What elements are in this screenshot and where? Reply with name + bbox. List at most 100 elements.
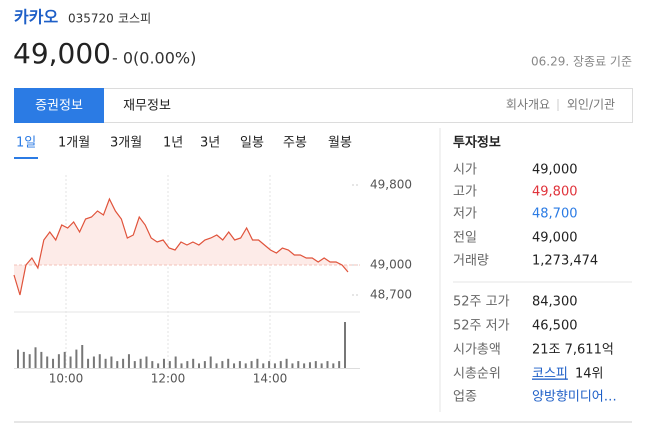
price-change: - 0(0.00%) <box>112 49 196 68</box>
volume-bar <box>314 361 317 368</box>
info-value: 14위 <box>575 367 604 382</box>
volume-bar <box>297 361 300 368</box>
volume-bar <box>285 358 288 368</box>
y-tick-label: 48,700 <box>370 288 412 302</box>
volume-bar <box>198 363 201 368</box>
tab[interactable]: 증권정보 <box>35 99 83 114</box>
period-tab[interactable]: 3년 <box>200 136 220 151</box>
y-tick-label: 49,000 <box>370 258 412 272</box>
volume-bar <box>262 363 265 368</box>
volume-bar <box>180 363 183 368</box>
info-label: 고가 <box>453 185 477 200</box>
period-tab[interactable]: 1년 <box>163 136 183 151</box>
volume-bar <box>256 358 259 368</box>
volume-bar <box>227 358 230 368</box>
volume-bar <box>122 358 125 368</box>
volume-bar <box>40 351 43 368</box>
info-label: 시가 <box>453 163 477 178</box>
info-value: 1,273,474 <box>532 254 598 269</box>
volume-bar <box>238 361 241 368</box>
volume-bar <box>215 363 218 368</box>
stock-code: 035720 <box>68 12 114 26</box>
volume-bar <box>127 354 130 368</box>
price-line <box>13 197 349 296</box>
volume-bar <box>308 362 311 368</box>
volume-bar <box>320 363 323 368</box>
volume-bar <box>69 356 72 368</box>
volume-bar <box>151 361 154 368</box>
volume-bar <box>338 361 341 368</box>
volume-bar <box>186 361 189 368</box>
volume-bar <box>98 354 101 368</box>
x-tick-label: 12:00 <box>151 372 186 386</box>
volume-bar <box>52 358 55 368</box>
volume-bar <box>303 363 306 368</box>
y-tick-label: 49,800 <box>370 178 412 192</box>
period-tab[interactable]: 일봉 <box>240 136 264 151</box>
info-label: 52주 저가 <box>453 319 510 334</box>
stock-market: 코스피 <box>118 12 151 26</box>
period-tab[interactable]: 1개월 <box>58 136 90 151</box>
price-area <box>14 199 348 295</box>
x-tick-label: 14:00 <box>253 372 288 386</box>
volume-bar <box>162 358 165 368</box>
volume-bar <box>92 356 95 368</box>
volume-bar <box>332 363 335 368</box>
info-value: 84,300 <box>532 295 578 310</box>
volume-bar <box>145 356 148 368</box>
info-label: 거래량 <box>453 254 489 269</box>
volume-bar <box>22 351 25 368</box>
volume-bar <box>221 361 224 368</box>
volume-bar <box>133 361 136 368</box>
volume-bar <box>116 361 119 368</box>
volume-bar <box>87 358 90 368</box>
volume-bar <box>344 322 346 368</box>
x-tick-label: 10:00 <box>49 372 84 386</box>
volume-bar <box>203 361 206 368</box>
volume-bar <box>233 363 236 368</box>
info-value: 48,700 <box>532 207 578 222</box>
info-link[interactable]: 코스피 <box>532 367 568 382</box>
volume-bar <box>104 358 107 368</box>
period-tab[interactable]: 3개월 <box>110 136 142 151</box>
volume-bar <box>110 356 113 368</box>
volume-bar <box>34 347 37 368</box>
info-label: 52주 고가 <box>453 295 510 310</box>
volume-bar <box>209 356 212 368</box>
volume-bar <box>63 351 66 368</box>
link[interactable]: 회사개요 <box>506 98 550 112</box>
info-link[interactable]: 양방향미디어… <box>532 390 617 405</box>
volume-bar <box>157 363 160 368</box>
volume-bar <box>28 354 31 368</box>
period-tab[interactable]: 주봉 <box>283 136 307 151</box>
info-label: 시가총액 <box>453 343 501 358</box>
info-value: 49,000 <box>532 163 578 178</box>
info-value: 49,000 <box>532 231 578 246</box>
volume-bar <box>250 361 253 368</box>
info-value: 46,500 <box>532 319 578 334</box>
info-label: 저가 <box>453 207 477 222</box>
info-label: 업종 <box>453 390 477 405</box>
volume-bar <box>273 363 276 368</box>
volume-bar <box>75 349 78 368</box>
volume-bar <box>279 361 282 368</box>
as-of: 06.29. 장종료 기준 <box>531 55 632 69</box>
info-value: 21조 7,611억 <box>532 343 614 358</box>
volume-bar <box>46 356 49 368</box>
volume-bar <box>326 361 329 368</box>
current-price: 49,000 <box>13 37 111 70</box>
link[interactable]: 외인/기관 <box>567 98 615 112</box>
volume-bar <box>81 345 84 368</box>
stock-name[interactable]: 카카오 <box>14 8 58 27</box>
tab[interactable]: 재무정보 <box>123 99 171 114</box>
volume-bar <box>168 361 171 368</box>
volume-bar <box>139 358 142 368</box>
volume-bar <box>17 349 19 368</box>
volume-bar <box>268 361 271 368</box>
period-tab[interactable]: 1일 <box>16 136 36 151</box>
period-tab[interactable]: 월봉 <box>328 136 352 151</box>
volume-bar <box>57 354 60 368</box>
tab-active[interactable] <box>14 88 104 123</box>
